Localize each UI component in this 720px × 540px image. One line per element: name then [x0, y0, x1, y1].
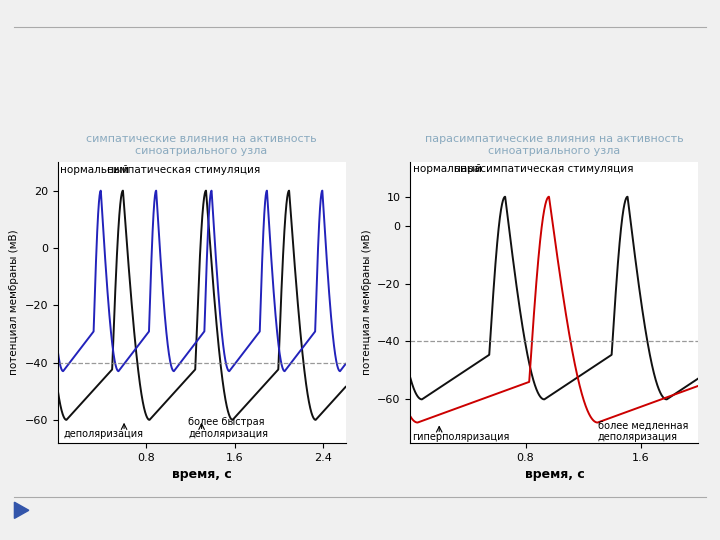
- Text: деполяризация: деполяризация: [63, 429, 143, 439]
- Text: нормальный: нормальный: [60, 165, 129, 176]
- Text: гиперполяризация: гиперполяризация: [412, 432, 509, 442]
- X-axis label: время, с: время, с: [525, 468, 584, 481]
- Y-axis label: потенциал мембраны (мВ): потенциал мембраны (мВ): [9, 230, 19, 375]
- Text: нормальный: нормальный: [413, 164, 482, 174]
- Text: симпатическая стимуляция: симпатическая стимуляция: [107, 165, 261, 176]
- Y-axis label: потенциал мембраны (мВ): потенциал мембраны (мВ): [361, 230, 372, 375]
- Text: более медленная
деполяризация: более медленная деполяризация: [598, 420, 688, 442]
- Text: парасимпатическая стимуляция: парасимпатическая стимуляция: [454, 164, 633, 174]
- Title: парасимпатические влияния на активность
синоатриального узла: парасимпатические влияния на активность …: [425, 134, 684, 156]
- X-axis label: время, с: время, с: [172, 468, 231, 481]
- Title: симпатические влияния на активность
синоатриального узла: симпатические влияния на активность сино…: [86, 134, 317, 156]
- Text: более быстрая
деполяризация: более быстрая деполяризация: [189, 417, 269, 439]
